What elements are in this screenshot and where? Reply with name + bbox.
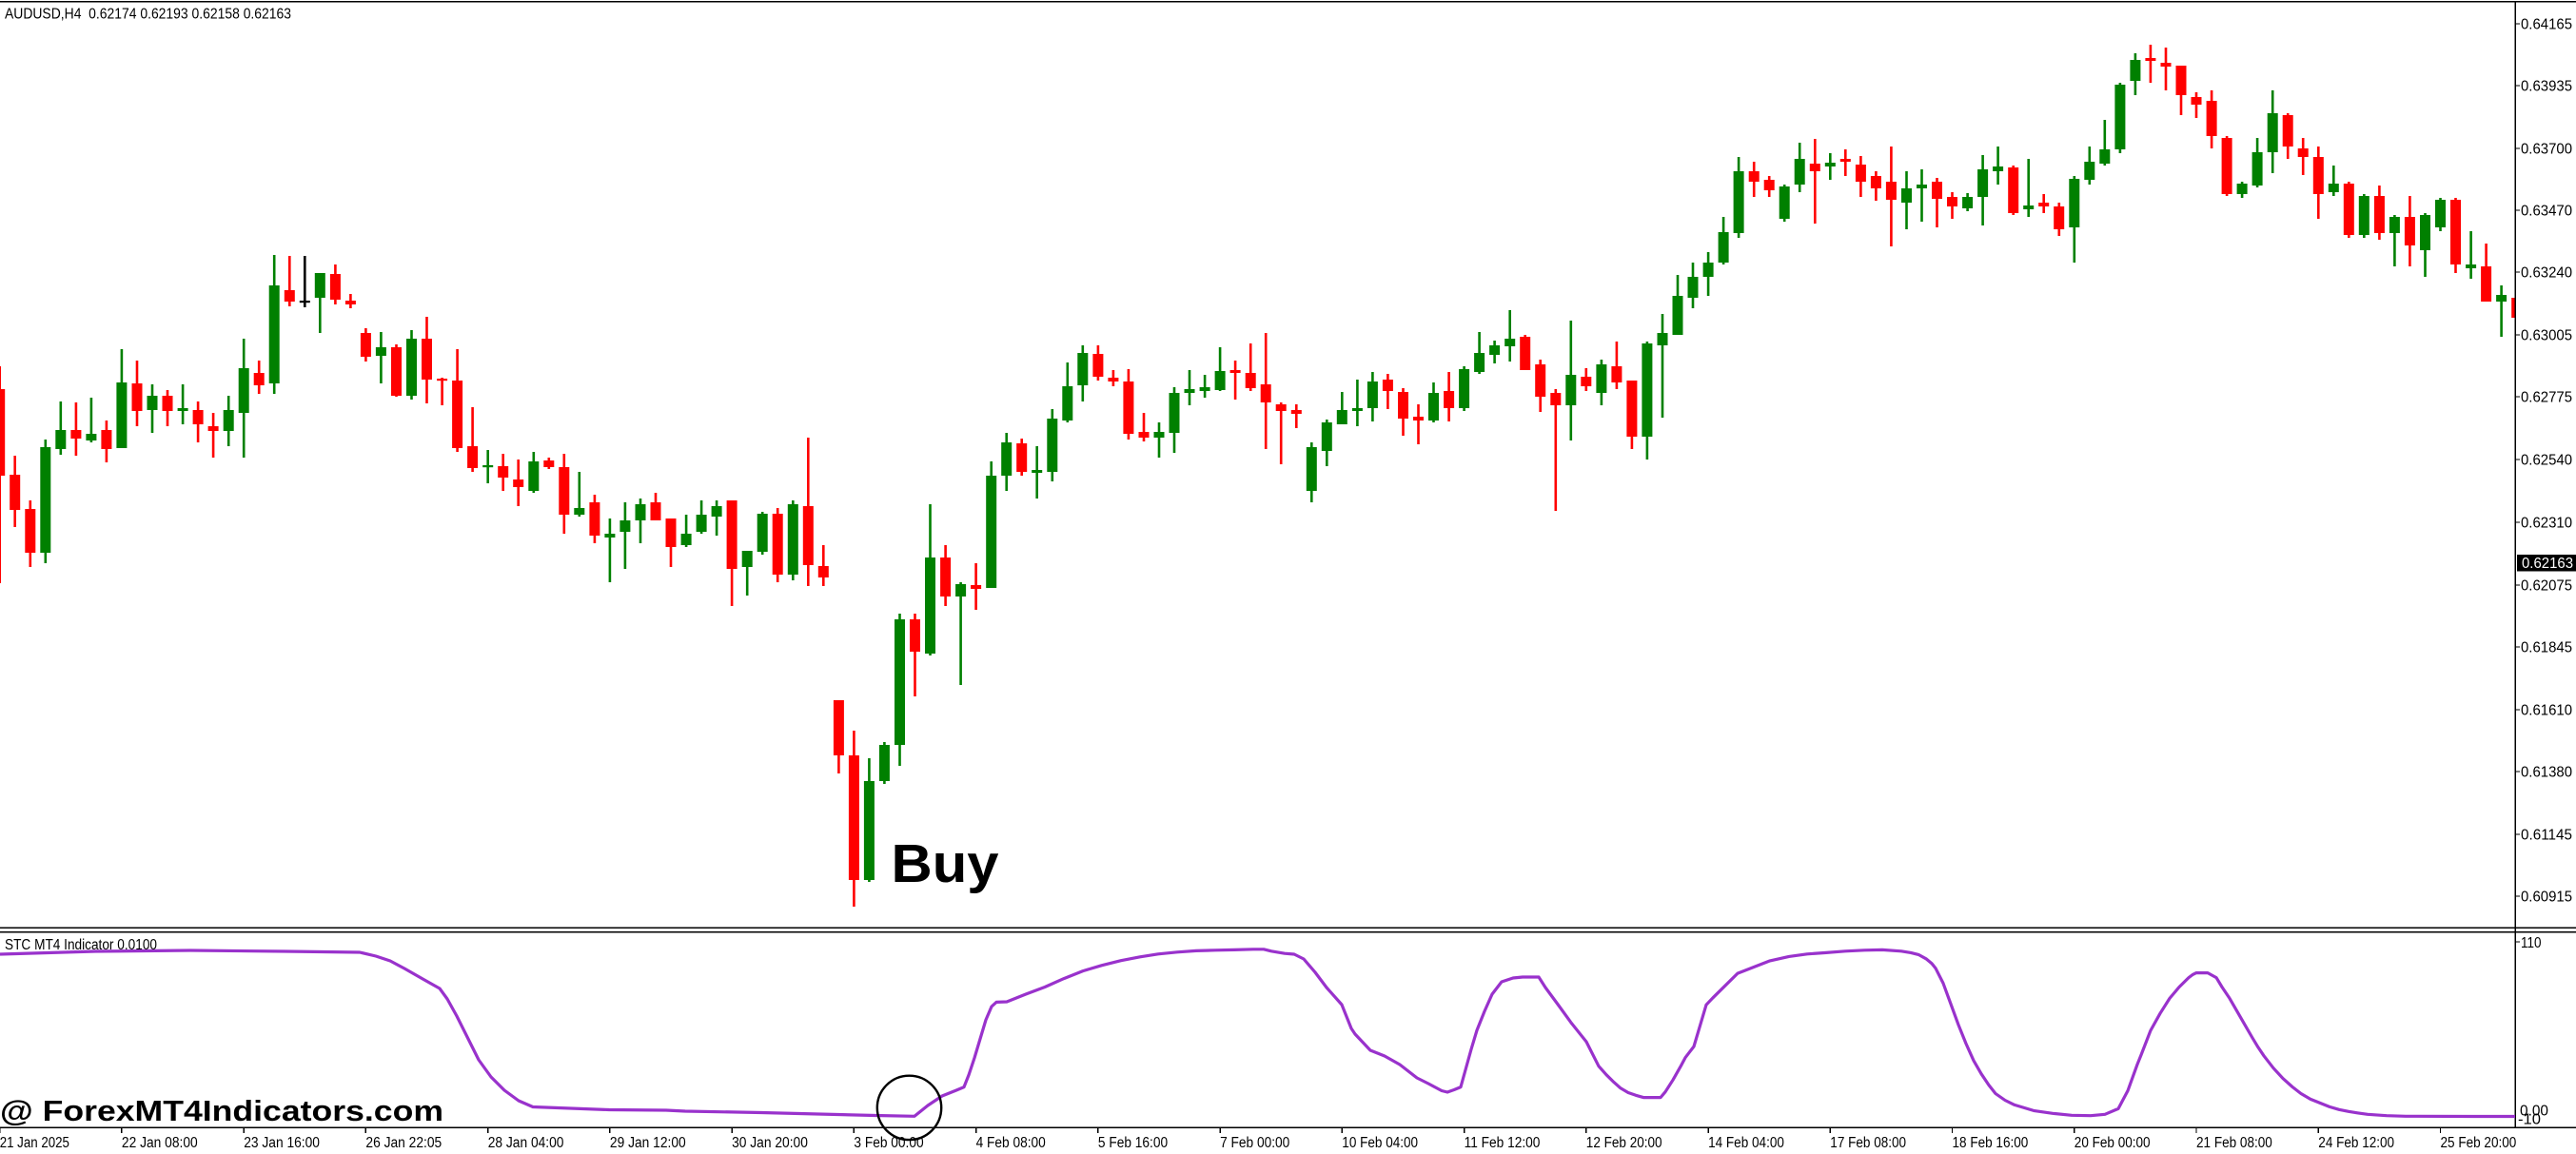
svg-text:AUDUSD,H4 0.62174 0.62193 0.6: AUDUSD,H4 0.62174 0.62193 0.62158 0.6216…: [5, 7, 291, 23]
svg-text:0.63005: 0.63005: [2521, 328, 2572, 344]
svg-text:Buy: Buy: [892, 833, 999, 894]
svg-text:24 Feb 12:00: 24 Feb 12:00: [2318, 1135, 2394, 1149]
svg-text:0.62163: 0.62163: [2522, 556, 2573, 572]
svg-text:0.61380: 0.61380: [2521, 765, 2572, 781]
svg-text:STC MT4 Indicator 0.0100: STC MT4 Indicator 0.0100: [5, 937, 157, 953]
svg-text:0.63470: 0.63470: [2521, 204, 2572, 220]
svg-text:0.63700: 0.63700: [2521, 142, 2572, 158]
svg-text:30 Jan 20:00: 30 Jan 20:00: [732, 1135, 808, 1149]
svg-text:0.62540: 0.62540: [2521, 453, 2572, 469]
svg-text:5 Feb 16:00: 5 Feb 16:00: [1098, 1135, 1169, 1149]
svg-text:23 Jan 16:00: 23 Jan 16:00: [244, 1135, 320, 1149]
svg-text:0.62775: 0.62775: [2521, 390, 2572, 406]
svg-text:4 Feb 08:00: 4 Feb 08:00: [976, 1135, 1047, 1149]
svg-text:21 Jan 2025: 21 Jan 2025: [0, 1135, 69, 1149]
svg-text:11 Feb 12:00: 11 Feb 12:00: [1465, 1135, 1541, 1149]
svg-text:3 Feb 00:00: 3 Feb 00:00: [854, 1135, 924, 1149]
svg-text:-10: -10: [2518, 1112, 2541, 1128]
svg-text:0.60915: 0.60915: [2521, 890, 2572, 906]
svg-text:0.61845: 0.61845: [2521, 640, 2572, 656]
svg-text:14 Feb 04:00: 14 Feb 04:00: [1708, 1135, 1784, 1149]
svg-text:10 Feb 04:00: 10 Feb 04:00: [1342, 1135, 1418, 1149]
svg-text:110: 110: [2521, 935, 2542, 951]
svg-text:18 Feb 16:00: 18 Feb 16:00: [1953, 1135, 2029, 1149]
svg-text:20 Feb 00:00: 20 Feb 00:00: [2075, 1135, 2151, 1149]
svg-text:0.62310: 0.62310: [2521, 516, 2572, 532]
svg-text:29 Jan 12:00: 29 Jan 12:00: [610, 1135, 686, 1149]
svg-text:17 Feb 08:00: 17 Feb 08:00: [1830, 1135, 1906, 1149]
svg-text:0.63240: 0.63240: [2521, 265, 2572, 282]
svg-text:0.61610: 0.61610: [2521, 703, 2572, 719]
svg-text:0.64165: 0.64165: [2521, 17, 2572, 33]
svg-text:21 Feb 08:00: 21 Feb 08:00: [2196, 1135, 2272, 1149]
svg-text:12 Feb 20:00: 12 Feb 20:00: [1586, 1135, 1662, 1149]
svg-text:0.63935: 0.63935: [2521, 79, 2572, 95]
svg-text:22 Jan 08:00: 22 Jan 08:00: [122, 1135, 198, 1149]
svg-text:@ ForexMT4Indicators.com: @ ForexMT4Indicators.com: [0, 1094, 443, 1127]
svg-text:7 Feb 00:00: 7 Feb 00:00: [1220, 1135, 1290, 1149]
svg-text:0.62075: 0.62075: [2521, 578, 2572, 595]
svg-text:28 Jan 04:00: 28 Jan 04:00: [488, 1135, 564, 1149]
svg-text:0.61145: 0.61145: [2521, 828, 2572, 844]
svg-text:25 Feb 20:00: 25 Feb 20:00: [2441, 1135, 2517, 1149]
svg-text:26 Jan 22:05: 26 Jan 22:05: [365, 1135, 442, 1149]
